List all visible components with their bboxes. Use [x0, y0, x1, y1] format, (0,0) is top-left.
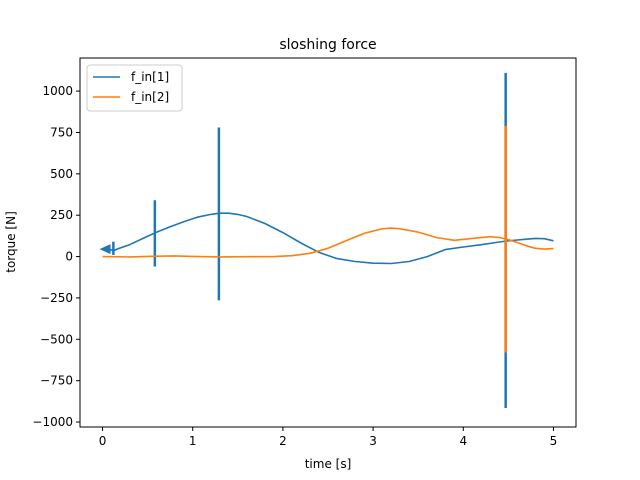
y-tick-label: −1000 — [32, 415, 73, 429]
y-tick-label: −250 — [40, 291, 73, 305]
y-tick-label: −750 — [40, 374, 73, 388]
series-start-arrow — [99, 244, 111, 255]
legend-label: f_in[1] — [131, 70, 169, 84]
series-line — [102, 212, 554, 265]
axis-ticks: 0 1 2 3 4 5 −1000 −750 −500 −250 0 250 500 750 1000 — [32, 84, 557, 448]
y-axis-label: torque [N] — [4, 211, 18, 273]
plot-lines — [99, 72, 554, 408]
series-2 — [102, 125, 554, 353]
plot-area-frame — [79, 57, 577, 428]
x-tick-label: 3 — [369, 434, 377, 448]
chart-title: sloshing force — [279, 37, 376, 53]
x-tick-label: 2 — [279, 434, 287, 448]
x-axis-label: time [s] — [305, 457, 352, 471]
y-tick-label: −500 — [40, 332, 73, 346]
series-line — [102, 227, 554, 258]
y-tick-label: 500 — [50, 167, 73, 181]
x-tick-label: 1 — [189, 434, 197, 448]
y-tick-label: 750 — [50, 125, 73, 139]
x-tick-label: 5 — [550, 434, 558, 448]
y-tick-label: 1000 — [42, 84, 73, 98]
y-tick-label: 250 — [50, 208, 73, 222]
x-tick-label: 0 — [99, 434, 107, 448]
y-tick-label: 0 — [65, 250, 73, 264]
legend-label: f_in[2] — [131, 90, 169, 104]
x-tick-label: 4 — [459, 434, 467, 448]
legend: f_in[1] f_in[2] — [86, 64, 183, 112]
